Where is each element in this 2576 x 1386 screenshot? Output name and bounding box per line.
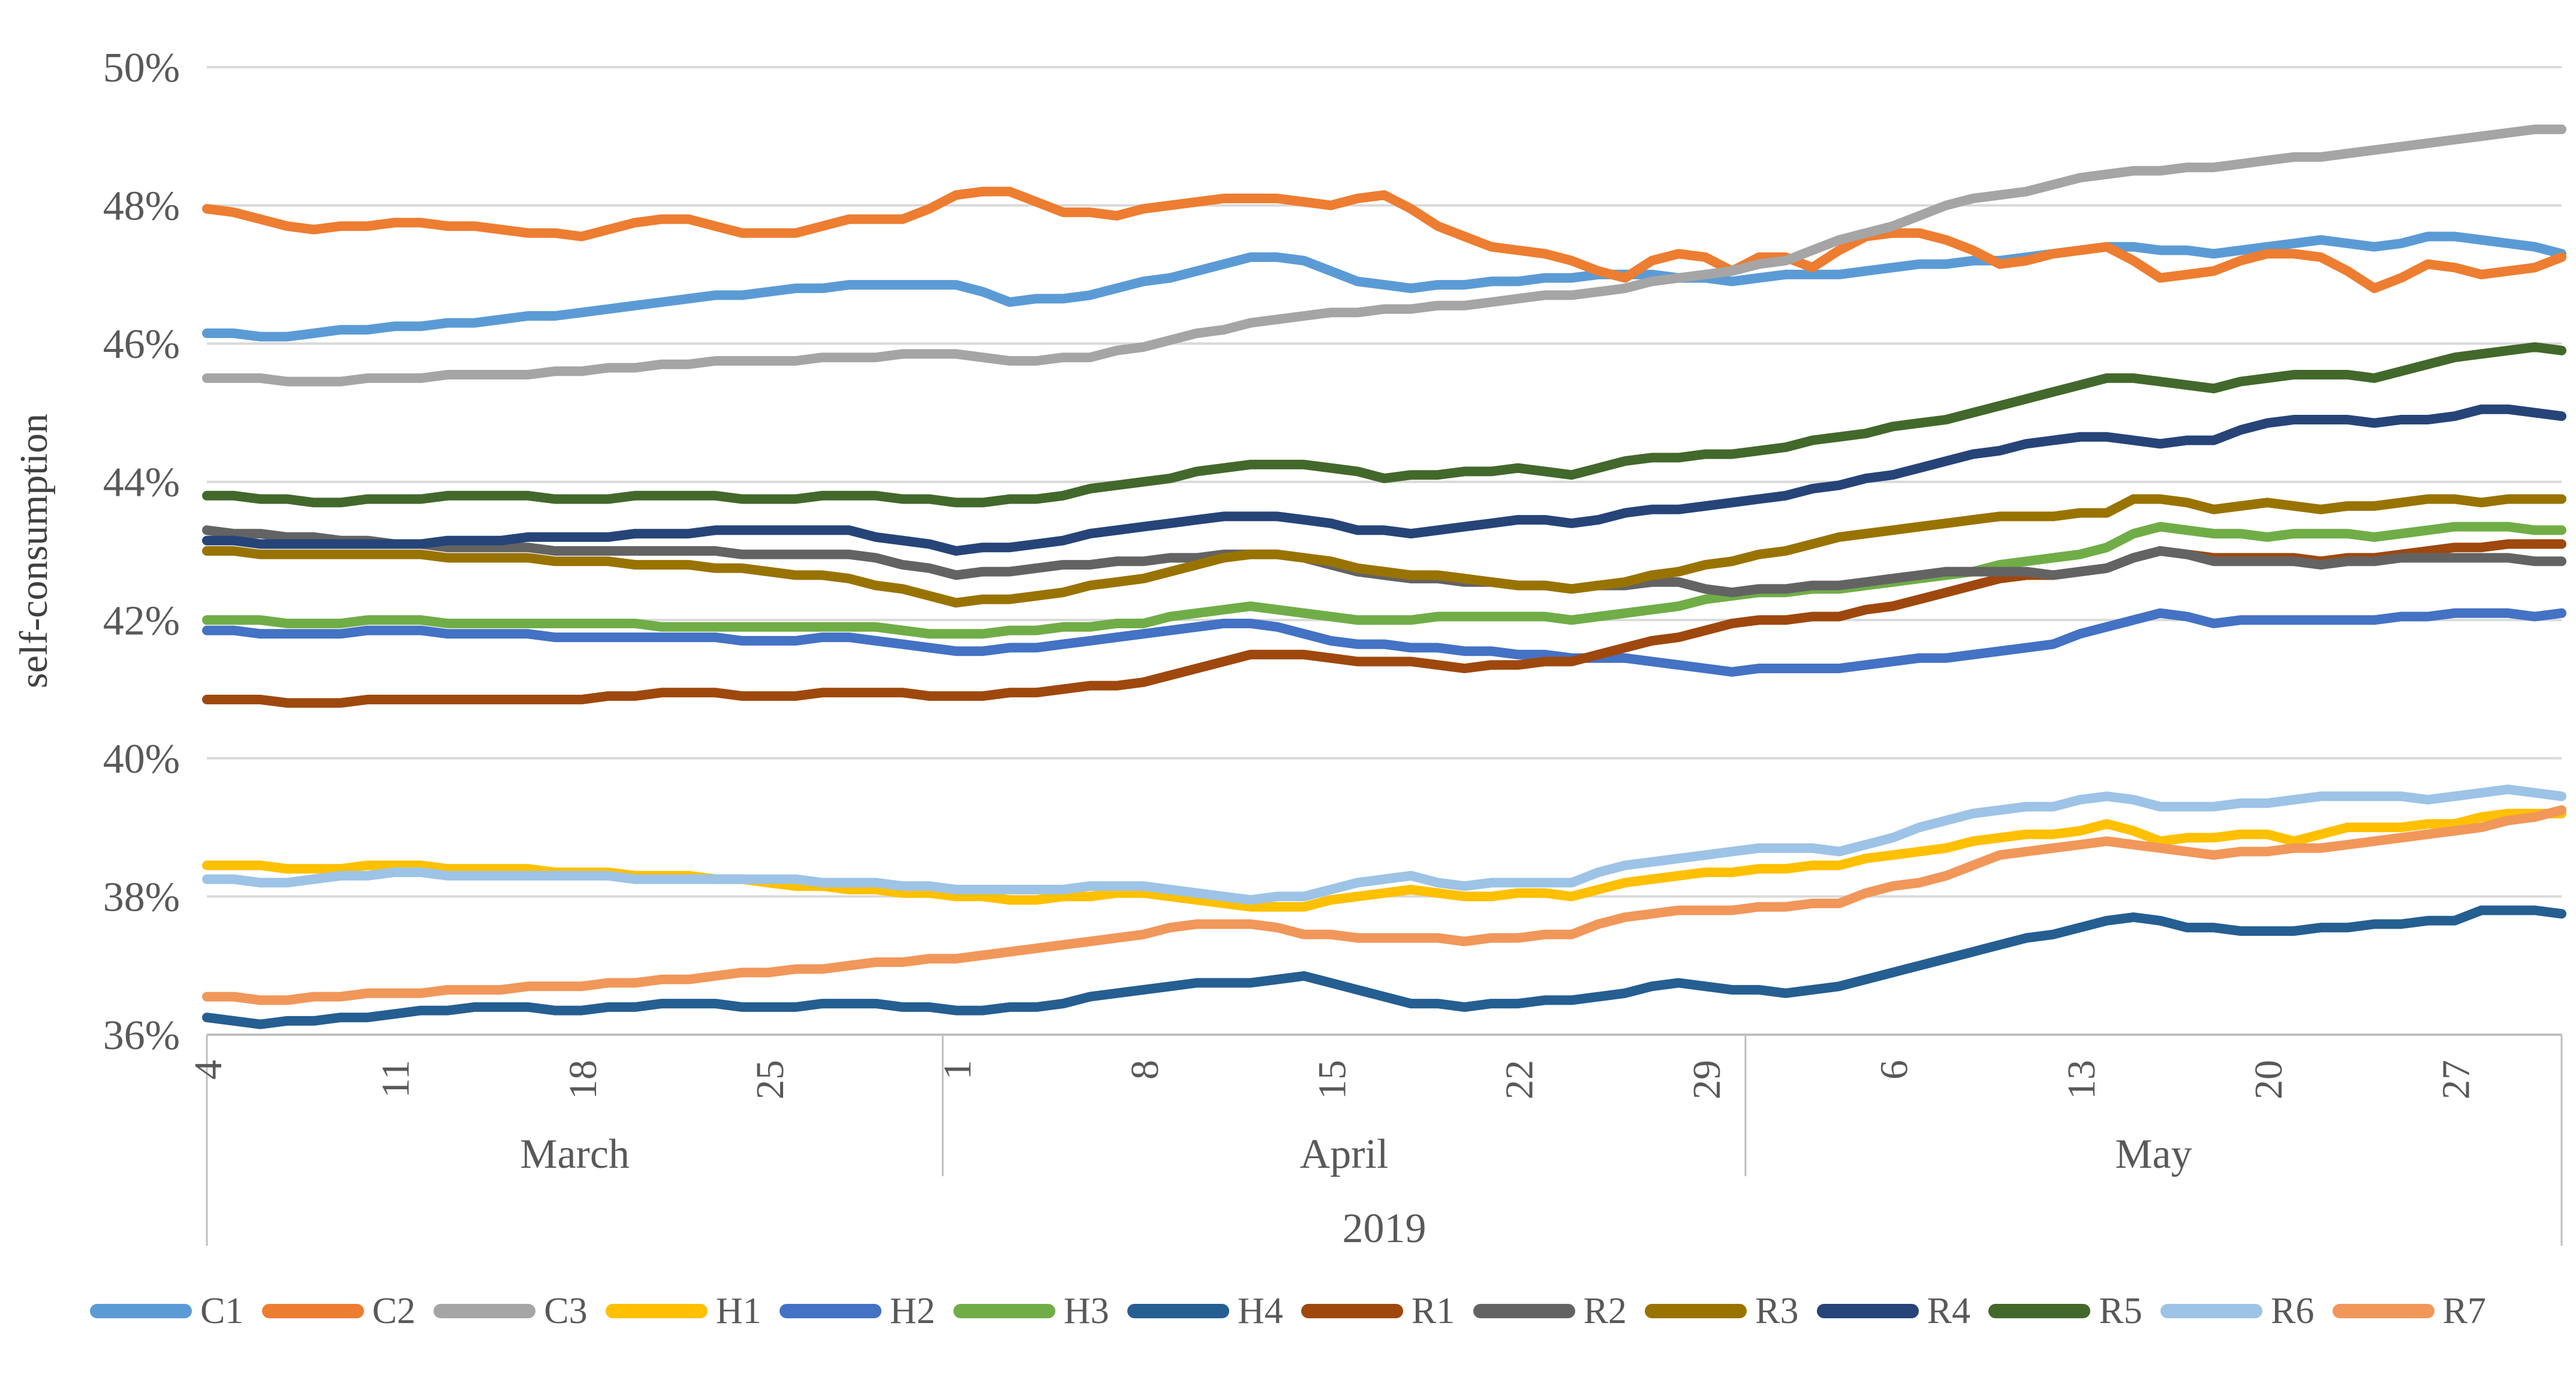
legend: C1 C2 C3 H1 H2 H3 H4 R1 R2 R3 R4 R5 R6 R7 bbox=[0, 1292, 2576, 1330]
series-line-R3[interactable] bbox=[202, 494, 2566, 608]
month-label: March bbox=[520, 1131, 630, 1177]
x-tick-label: 22 bbox=[1498, 1060, 1542, 1099]
legend-item-R4[interactable]: R4 bbox=[1816, 1291, 1971, 1331]
legend-item-C2[interactable]: C2 bbox=[261, 1291, 416, 1331]
legend-item-label: R3 bbox=[1755, 1291, 1799, 1331]
legend-item-H4[interactable]: H4 bbox=[1127, 1292, 1283, 1330]
legend-item-H3[interactable]: H3 bbox=[953, 1292, 1109, 1330]
x-tick-label: 27 bbox=[2434, 1060, 2478, 1099]
series-line-R6[interactable] bbox=[202, 784, 2566, 905]
legend-item-label: C1 bbox=[200, 1291, 244, 1331]
month-label: April bbox=[1300, 1131, 1389, 1177]
x-tick-label: 6 bbox=[1872, 1060, 1916, 1080]
legend-item-label: H3 bbox=[1063, 1291, 1109, 1331]
legend-swatch-R5 bbox=[1988, 1304, 2091, 1318]
legend-swatch-R7 bbox=[2332, 1304, 2434, 1318]
legend-item-label: R1 bbox=[1411, 1291, 1455, 1331]
legend-item-label: R6 bbox=[2271, 1291, 2315, 1331]
x-tick-label: 11 bbox=[374, 1060, 417, 1098]
legend-item-label: R5 bbox=[2099, 1291, 2142, 1331]
legend-item-C1[interactable]: C1 bbox=[90, 1292, 243, 1330]
series-line-R5[interactable] bbox=[202, 342, 2566, 508]
legend-swatch-R1 bbox=[1301, 1304, 1403, 1318]
y-tick-label: 44% bbox=[103, 460, 180, 506]
y-tick-label: 46% bbox=[103, 321, 180, 367]
x-tick-label: 20 bbox=[2247, 1060, 2291, 1099]
x-tick-label: 13 bbox=[2060, 1060, 2103, 1099]
x-tick-label: 15 bbox=[1310, 1060, 1354, 1099]
legend-item-R2[interactable]: R2 bbox=[1473, 1292, 1627, 1330]
legend-swatch-H3 bbox=[953, 1304, 1055, 1318]
y-tick-label: 42% bbox=[103, 598, 180, 644]
y-tick-label: 50% bbox=[103, 45, 180, 91]
legend-item-H2[interactable]: H2 bbox=[779, 1291, 935, 1331]
year-label: 2019 bbox=[1343, 1206, 1427, 1252]
series-line-C3[interactable] bbox=[202, 124, 2566, 387]
series-line-C2[interactable] bbox=[202, 186, 2566, 293]
legend-item-R1[interactable]: R1 bbox=[1301, 1292, 1455, 1330]
y-tick-label: 40% bbox=[103, 736, 180, 782]
legend-swatch-R6 bbox=[2160, 1304, 2262, 1318]
x-tick-label: 25 bbox=[748, 1060, 792, 1099]
legend-item-label: C2 bbox=[372, 1291, 416, 1331]
legend-item-C3[interactable]: C3 bbox=[434, 1291, 588, 1331]
legend-swatch-R2 bbox=[1473, 1304, 1575, 1318]
x-tick-label: 8 bbox=[1123, 1060, 1167, 1080]
legend-swatch-R3 bbox=[1645, 1304, 1747, 1318]
series-line-R7[interactable] bbox=[202, 805, 2566, 1005]
series-line-C1[interactable] bbox=[202, 231, 2566, 342]
x-tick-label: 29 bbox=[1685, 1060, 1729, 1099]
legend-swatch-C2 bbox=[261, 1304, 364, 1318]
legend-item-R5[interactable]: R5 bbox=[1988, 1292, 2142, 1330]
legend-item-label: H1 bbox=[715, 1291, 762, 1331]
legend-swatch-H1 bbox=[605, 1304, 708, 1318]
y-axis-title: self-consumption bbox=[12, 414, 56, 688]
legend-swatch-H4 bbox=[1127, 1304, 1229, 1318]
month-label: May bbox=[2115, 1131, 2192, 1177]
y-tick-label: 48% bbox=[103, 183, 180, 230]
legend-item-R6[interactable]: R6 bbox=[2160, 1292, 2314, 1330]
series-line-H3[interactable] bbox=[202, 522, 2566, 639]
legend-item-R7[interactable]: R7 bbox=[2332, 1291, 2486, 1331]
x-tick-label: 4 bbox=[186, 1060, 230, 1080]
legend-item-label: H2 bbox=[889, 1291, 935, 1331]
legend-swatch-R4 bbox=[1816, 1304, 1919, 1318]
y-tick-label: 36% bbox=[103, 1013, 180, 1059]
x-tick-label: 18 bbox=[561, 1060, 605, 1099]
legend-item-R3[interactable]: R3 bbox=[1645, 1291, 1799, 1331]
series-line-H1[interactable] bbox=[202, 809, 2566, 912]
legend-swatch-C1 bbox=[90, 1304, 192, 1318]
legend-swatch-C3 bbox=[434, 1304, 536, 1318]
legend-item-label: R4 bbox=[1927, 1291, 1971, 1331]
series-line-H2[interactable] bbox=[202, 608, 2566, 677]
y-tick-label: 38% bbox=[103, 874, 180, 920]
series-line-R4[interactable] bbox=[202, 404, 2566, 556]
legend-item-H1[interactable]: H1 bbox=[605, 1291, 762, 1331]
legend-swatch-H2 bbox=[779, 1304, 881, 1318]
legend-item-label: R2 bbox=[1583, 1291, 1627, 1331]
legend-item-label: H4 bbox=[1237, 1291, 1283, 1331]
legend-item-label: C3 bbox=[544, 1291, 588, 1331]
series-line-H4[interactable] bbox=[202, 905, 2566, 1029]
legend-item-label: R7 bbox=[2442, 1291, 2486, 1331]
x-tick-label: 1 bbox=[936, 1060, 980, 1080]
